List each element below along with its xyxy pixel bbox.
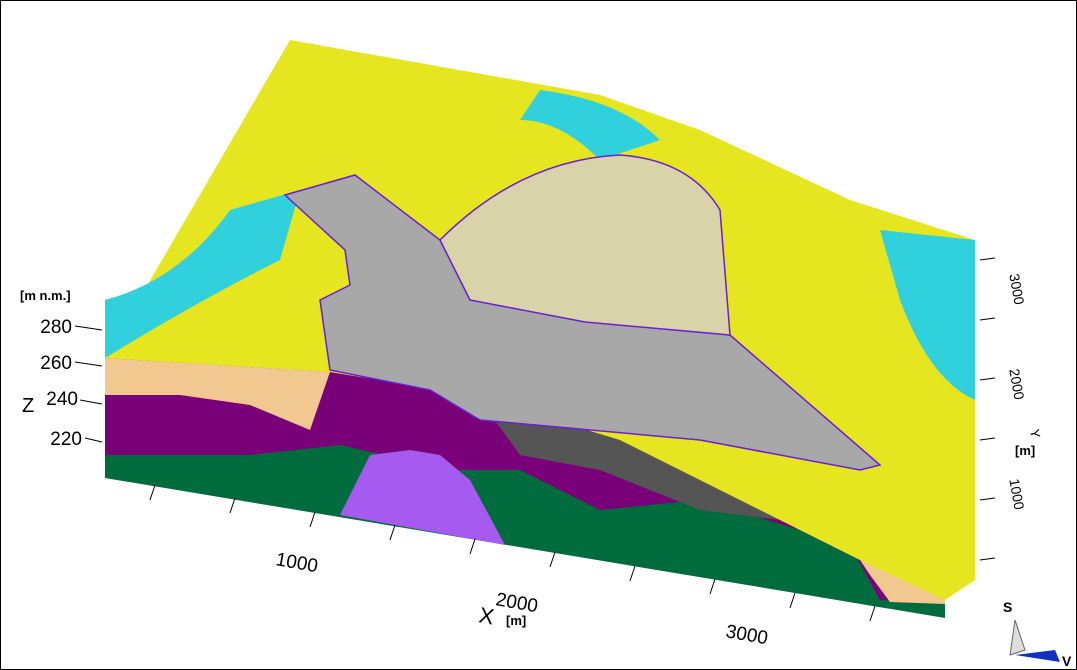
z-label: Z <box>22 395 34 417</box>
orientation-v: V <box>1062 653 1072 669</box>
x-unit: [m] <box>506 613 526 628</box>
model-view: [m n.m.] Z 280 260 240 220 1000 2000 300… <box>0 0 1077 670</box>
page: [m n.m.] Z 280 260 240 220 1000 2000 300… <box>0 0 1077 670</box>
orientation-s: S <box>1003 599 1012 615</box>
z-tick-label: 220 <box>50 429 82 450</box>
z-unit: [m n.m.] <box>20 288 71 303</box>
z-tick-label: 260 <box>40 353 72 374</box>
z-tick-label: 240 <box>46 389 78 410</box>
y-unit: [m] <box>1015 443 1035 458</box>
z-tick-label: 280 <box>40 317 72 338</box>
